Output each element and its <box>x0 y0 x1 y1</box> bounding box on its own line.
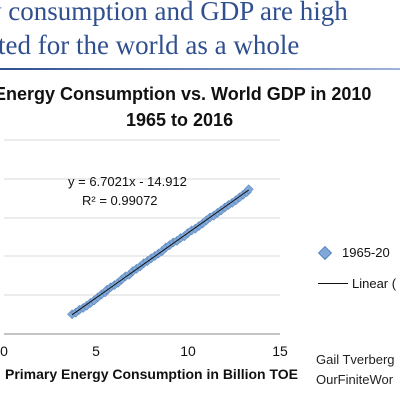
x-tick-label-2: 10 <box>180 343 196 359</box>
legend-item-trendline: Linear ( <box>318 276 396 291</box>
legend-label-scatter: 1965-20 <box>342 245 390 260</box>
trendline <box>71 189 250 316</box>
r-squared: R² = 0.99072 <box>82 193 158 208</box>
headline-line-2: ated for the world as a whole <box>0 30 300 60</box>
chart-title-line-2: 1965 to 2016 <box>126 110 234 130</box>
trend-equation: y = 6.7021x - 14.912 <box>68 174 187 189</box>
x-tick-label-0: 0 <box>0 343 8 359</box>
headline-divider <box>0 68 400 70</box>
legend-item-scatter: 1965-20 <box>317 245 390 260</box>
x-tick-label-3: 15 <box>272 343 288 359</box>
chart-title-line-1: Energy Consumption vs. World GDP in 2010 <box>0 84 372 104</box>
legend-line-marker <box>318 282 348 285</box>
x-tick-label-1: 5 <box>92 343 100 359</box>
x-axis-label: Primary Energy Consumption in Billion TO… <box>5 366 299 382</box>
credit-line-1: Gail Tverberg <box>316 352 395 367</box>
slide-headline: y consumption and GDP are high ated for … <box>0 0 400 62</box>
headline-line-1: y consumption and GDP are high <box>0 0 348 26</box>
legend-diamond-marker <box>317 245 333 260</box>
legend-label-trendline: Linear ( <box>352 276 397 291</box>
credit-line-2: OurFiniteWor <box>316 372 394 387</box>
